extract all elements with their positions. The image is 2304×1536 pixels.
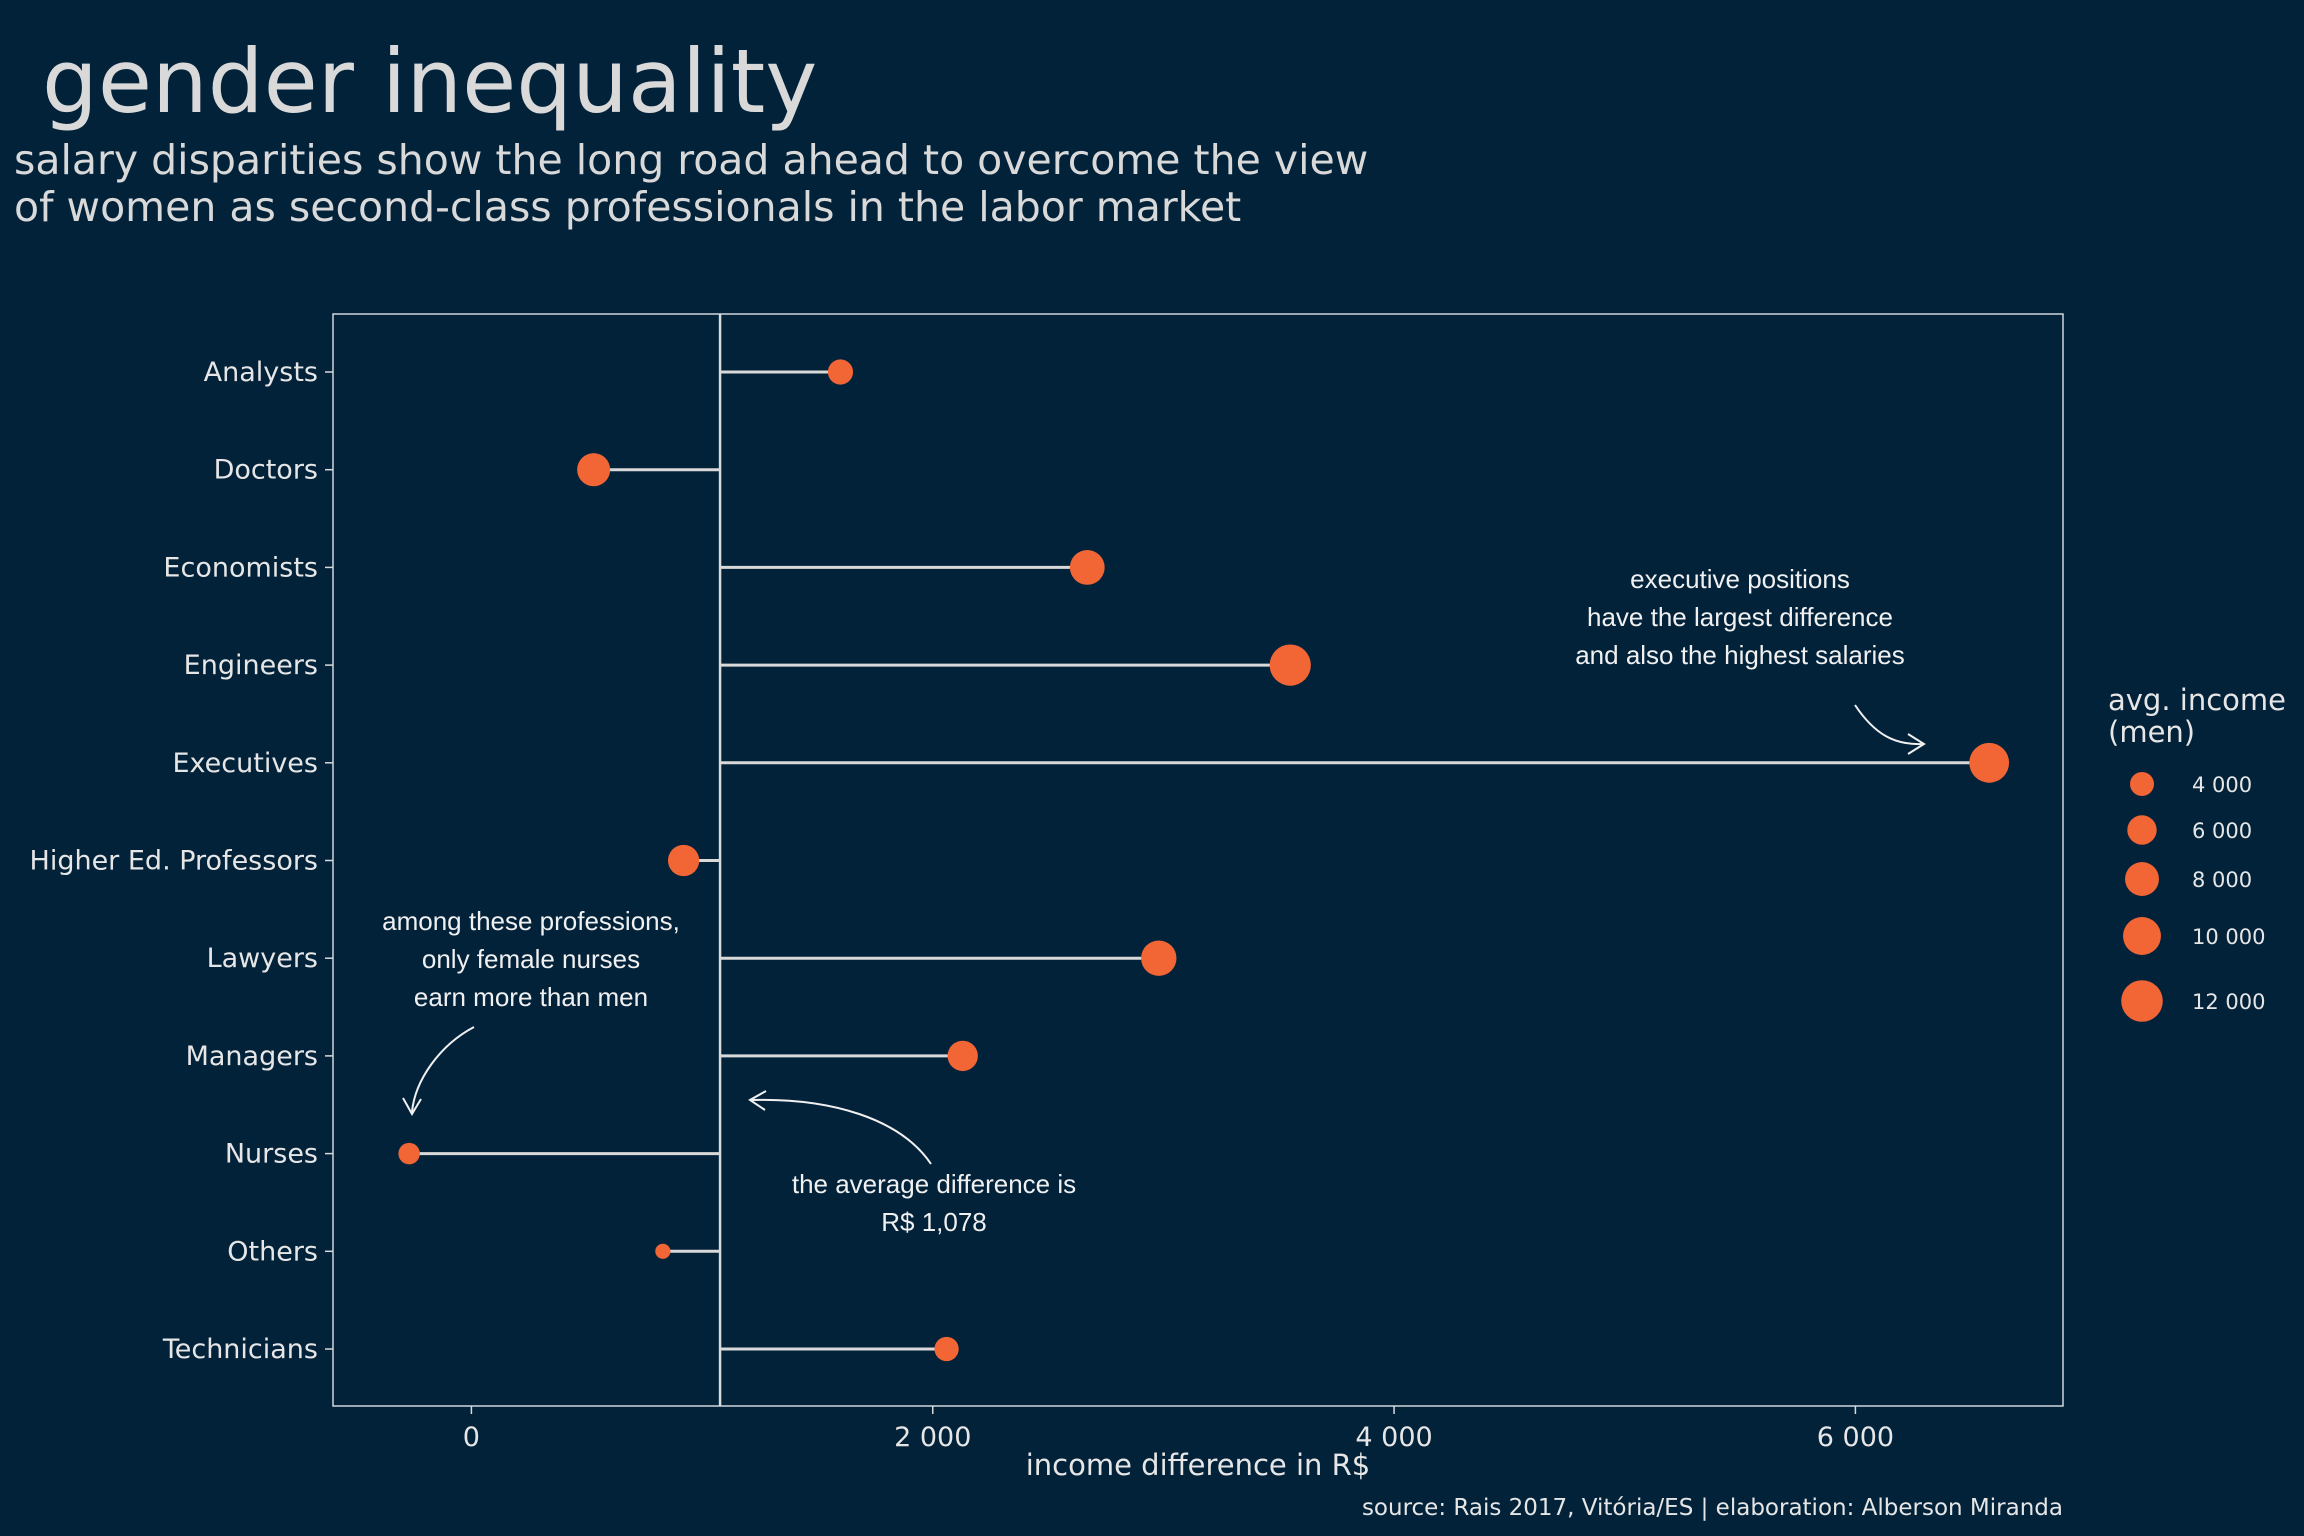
- x-tick-label: 6 000: [1817, 1422, 1894, 1453]
- category-label: Executives: [172, 748, 318, 779]
- average-note-line-2: R$ 1,078: [881, 1207, 987, 1237]
- lollipop-point: [947, 1040, 978, 1072]
- legend-key-circle: [2127, 815, 2157, 845]
- legend-title-line-2: (men): [2108, 715, 2195, 749]
- executives-note-line-2: have the largest difference: [1587, 602, 1893, 632]
- lollipop-point: [1141, 940, 1177, 976]
- category-label: Doctors: [214, 455, 318, 486]
- category-label: Analysts: [204, 357, 318, 388]
- lollipop-point: [398, 1142, 420, 1165]
- average-arrow-head: [748, 1090, 767, 1111]
- executives-note-line-1: executive positions: [1630, 564, 1850, 594]
- legend-key-label: 12 000: [2192, 990, 2265, 1014]
- category-label: Technicians: [162, 1334, 318, 1365]
- size-legend: 4 000 6 000 8 000 10 000 12 000: [2121, 772, 2265, 1022]
- lollipop-point: [1269, 644, 1311, 686]
- executives-arrow: [1854, 704, 1923, 746]
- legend-key-circle: [2130, 772, 2154, 796]
- category-label: Others: [227, 1236, 318, 1267]
- x-axis-title: income difference in R$: [1026, 1448, 1371, 1482]
- legend-key-circle: [2123, 917, 2161, 955]
- legend-title-line-1: avg. income: [2108, 683, 2286, 717]
- legend-key-circle: [2121, 980, 2163, 1022]
- legend-key-circle: [2125, 862, 2159, 896]
- axis-layer: 0 2 000 4 000 6 000 Analysts Doctors Economist…: [30, 314, 1894, 1453]
- source-caption: source: Rais 2017, Vitória/ES | elaborat…: [1362, 1495, 2063, 1521]
- lollipop-point: [827, 359, 854, 385]
- stem-layer: [409, 370, 1990, 1351]
- legend-key-label: 4 000: [2192, 773, 2252, 797]
- category-label: Managers: [186, 1041, 318, 1072]
- legend-key-label: 10 000: [2192, 925, 2265, 949]
- average-arrow: [751, 1098, 932, 1165]
- lollipop-point: [655, 1243, 671, 1259]
- lollipop-point: [1069, 550, 1105, 585]
- average-note-line-1: the average difference is: [792, 1169, 1076, 1199]
- x-tick-label: 4 000: [1355, 1422, 1432, 1453]
- lollipop-point: [934, 1336, 959, 1362]
- nurses-note-line-1: among these professions,: [382, 906, 680, 936]
- lollipop-point: [577, 453, 611, 487]
- category-label: Economists: [163, 552, 318, 583]
- nurses-note-line-2: only female nurses: [422, 944, 640, 974]
- nurses-arrow: [411, 1026, 475, 1113]
- chart-subtitle-line-2: of women as second-class professionals i…: [14, 183, 1241, 231]
- nurses-note-line-3: earn more than men: [414, 982, 648, 1012]
- lollipop-point: [1969, 742, 2010, 783]
- category-label: Engineers: [184, 650, 318, 681]
- chart-subtitle-line-1: salary disparities show the long road ah…: [14, 136, 1368, 184]
- x-tick-label: 0: [463, 1422, 480, 1453]
- category-label: Nurses: [225, 1139, 318, 1170]
- point-layer: [398, 359, 2010, 1362]
- executives-note-line-3: and also the highest salaries: [1575, 640, 1905, 670]
- legend-key-label: 8 000: [2192, 868, 2252, 892]
- x-tick-label: 2 000: [894, 1422, 971, 1453]
- executives-arrow-head: [1907, 733, 1926, 755]
- nurses-arrow-head: [402, 1097, 422, 1116]
- category-label: Lawyers: [207, 943, 318, 974]
- lollipop-point: [667, 844, 700, 877]
- category-label: Higher Ed. Professors: [30, 846, 318, 877]
- legend-key-label: 6 000: [2192, 819, 2252, 843]
- chart-title: gender inequality: [42, 30, 817, 133]
